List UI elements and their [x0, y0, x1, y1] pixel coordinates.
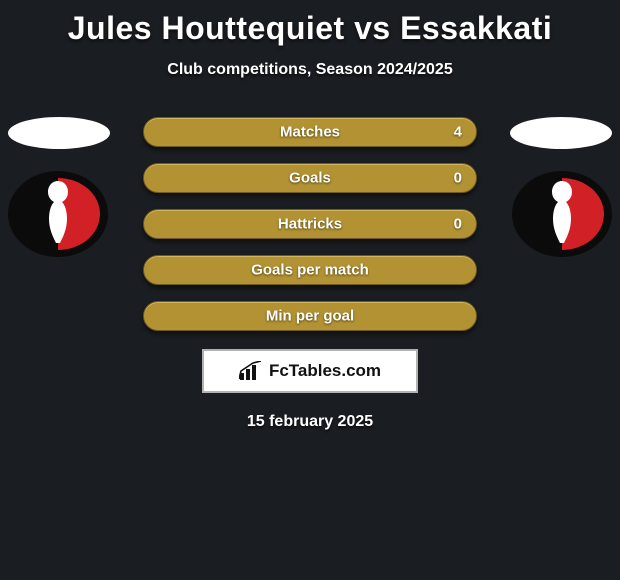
- club-logo-left-icon: [8, 171, 108, 257]
- stat-value-right: 4: [454, 124, 462, 141]
- stat-label: Hattricks: [278, 216, 342, 233]
- stat-bars: Matches 4 Goals 0 Hattricks 0 Goals per …: [143, 117, 477, 331]
- stat-label: Matches: [280, 124, 340, 141]
- snapshot-date: 15 february 2025: [0, 413, 620, 431]
- bar-chart-icon: [239, 361, 263, 381]
- stat-bar-matches: Matches 4: [143, 117, 477, 147]
- brand-text: FcTables.com: [269, 361, 381, 381]
- stat-value-right: 0: [454, 170, 462, 187]
- stat-label: Min per goal: [266, 308, 354, 325]
- player-right-placeholder: [510, 117, 612, 149]
- stat-bar-goals-per-match: Goals per match: [143, 255, 477, 285]
- stat-bar-min-per-goal: Min per goal: [143, 301, 477, 331]
- club-logo-left: [8, 171, 108, 257]
- page-title: Jules Houttequiet vs Essakkati: [0, 0, 620, 47]
- stat-bar-hattricks: Hattricks 0: [143, 209, 477, 239]
- stat-bar-goals: Goals 0: [143, 163, 477, 193]
- club-logo-right-icon: [512, 171, 612, 257]
- stat-value-right: 0: [454, 216, 462, 233]
- comparison-content: Matches 4 Goals 0 Hattricks 0 Goals per …: [0, 117, 620, 431]
- stat-label: Goals per match: [251, 262, 369, 279]
- player-left-placeholder: [8, 117, 110, 149]
- stat-label: Goals: [289, 170, 331, 187]
- page-subtitle: Club competitions, Season 2024/2025: [0, 61, 620, 79]
- brand-badge[interactable]: FcTables.com: [202, 349, 418, 393]
- club-logo-right: [512, 171, 612, 257]
